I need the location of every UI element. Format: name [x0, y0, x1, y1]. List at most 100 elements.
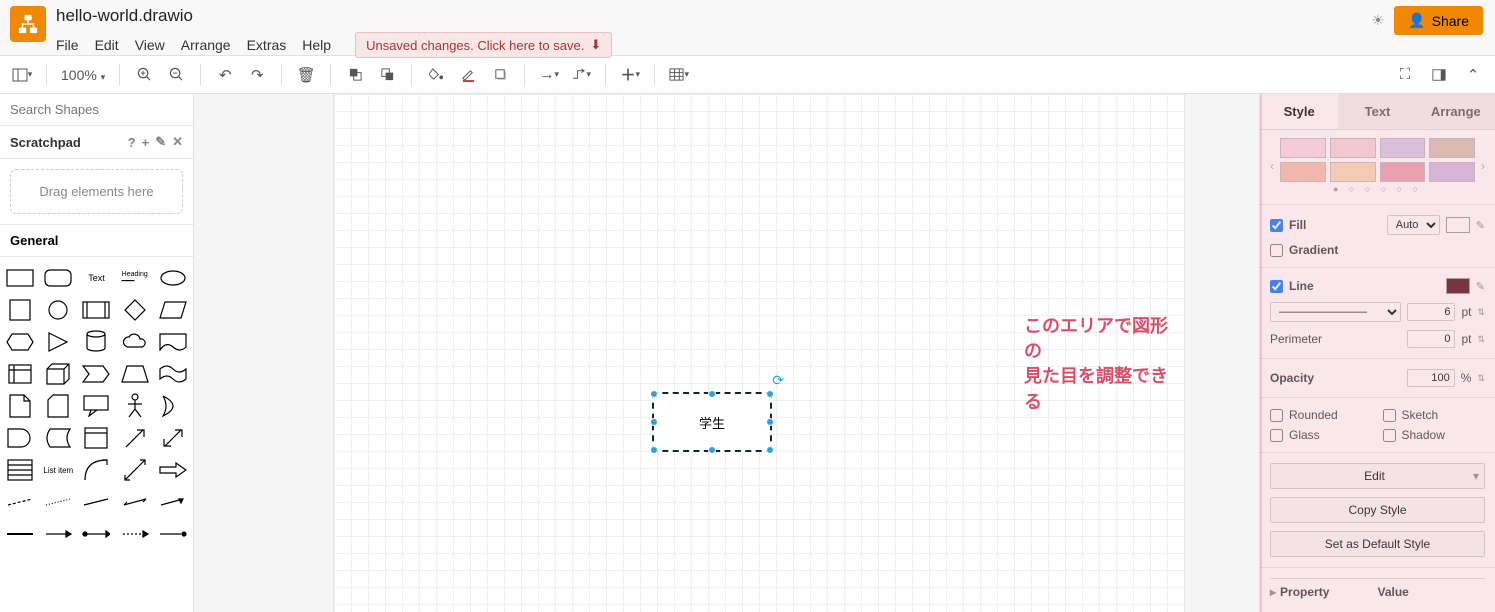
edit-style-button[interactable]: Edit ▾: [1270, 463, 1485, 489]
zoom-in-button[interactable]: [130, 61, 158, 89]
stepper-icon[interactable]: ⇅: [1477, 307, 1485, 318]
shape-connector-1[interactable]: [2, 519, 38, 549]
document-title[interactable]: hello-world.drawio: [56, 4, 1360, 28]
swatch-prev-icon[interactable]: ‹: [1270, 159, 1274, 173]
tab-style[interactable]: Style: [1260, 94, 1338, 129]
shape-list-item[interactable]: List item: [40, 455, 76, 485]
redo-button[interactable]: ↷: [243, 61, 271, 89]
zoom-level[interactable]: 100% ▾: [57, 67, 109, 83]
shape-diamond[interactable]: [117, 295, 153, 325]
selected-shape[interactable]: 学生 ⟳: [652, 392, 772, 452]
shape-parallelogram[interactable]: [155, 295, 191, 325]
shape-list[interactable]: [2, 455, 38, 485]
shape-text[interactable]: Text: [78, 263, 114, 293]
connection-button[interactable]: →▾: [535, 61, 563, 89]
line-edit-icon[interactable]: ✎: [1476, 280, 1485, 293]
menu-edit[interactable]: Edit: [95, 37, 119, 53]
shape-internal-storage[interactable]: [2, 359, 38, 389]
undo-button[interactable]: ↶: [211, 61, 239, 89]
swatch[interactable]: [1380, 162, 1426, 182]
shape-square[interactable]: [2, 295, 38, 325]
shape-line-dotted[interactable]: [40, 487, 76, 517]
view-mode-button[interactable]: ▾: [8, 61, 36, 89]
canvas[interactable]: 学生 ⟳ このエリアで図形の 見た目を調整できる: [194, 94, 1259, 612]
shadow-checkbox[interactable]: [1383, 429, 1396, 442]
stepper-icon[interactable]: ⇅: [1477, 334, 1485, 345]
table-button[interactable]: ▾: [665, 61, 693, 89]
scratchpad-add-icon[interactable]: +: [142, 135, 150, 150]
search-input[interactable]: [0, 94, 194, 125]
shape-circle[interactable]: [40, 295, 76, 325]
shape-triangle[interactable]: [40, 327, 76, 357]
line-color-box[interactable]: [1446, 278, 1470, 294]
fill-edit-icon[interactable]: ✎: [1476, 219, 1485, 232]
shape-connector-2[interactable]: [40, 519, 76, 549]
shape-rectangle[interactable]: [2, 263, 38, 293]
shape-data-storage[interactable]: [40, 423, 76, 453]
fullscreen-button[interactable]: ⛶: [1391, 61, 1419, 89]
scratchpad-close-icon[interactable]: ✕: [172, 134, 183, 150]
line-style-select[interactable]: ————————: [1270, 302, 1401, 322]
swatch[interactable]: [1280, 138, 1326, 158]
shape-or[interactable]: [155, 391, 191, 421]
swatch[interactable]: [1429, 162, 1475, 182]
waypoint-button[interactable]: ▾: [567, 61, 595, 89]
line-checkbox[interactable]: [1270, 280, 1283, 293]
shape-connector-4[interactable]: [117, 519, 153, 549]
fill-color-box[interactable]: [1446, 217, 1470, 233]
shadow-button[interactable]: [486, 61, 514, 89]
shape-connector-5[interactable]: [155, 519, 191, 549]
line-width-input[interactable]: [1407, 303, 1455, 321]
fill-checkbox[interactable]: [1270, 219, 1283, 232]
swatch[interactable]: [1330, 162, 1376, 182]
shape-heading[interactable]: Heading━━━: [117, 263, 153, 293]
to-front-button[interactable]: [341, 61, 369, 89]
shape-document[interactable]: [155, 327, 191, 357]
shape-line-arrow[interactable]: [155, 487, 191, 517]
gradient-checkbox[interactable]: [1270, 244, 1283, 257]
collapse-button[interactable]: ⌃: [1459, 61, 1487, 89]
shape-connector-3[interactable]: [78, 519, 114, 549]
to-back-button[interactable]: [373, 61, 401, 89]
swatch-next-icon[interactable]: ›: [1481, 159, 1485, 173]
unsaved-changes-button[interactable]: Unsaved changes. Click here to save. ⬇: [355, 32, 612, 58]
shape-thick-arrow[interactable]: [155, 455, 191, 485]
menu-arrange[interactable]: Arrange: [181, 37, 231, 53]
page[interactable]: 学生 ⟳ このエリアで図形の 見た目を調整できる: [334, 94, 1184, 612]
shape-process[interactable]: [78, 295, 114, 325]
fill-color-button[interactable]: [422, 61, 450, 89]
shape-line-plain[interactable]: [78, 487, 114, 517]
copy-style-button[interactable]: Copy Style: [1270, 497, 1485, 523]
menu-view[interactable]: View: [135, 37, 165, 53]
shape-actor[interactable]: [117, 391, 153, 421]
app-logo[interactable]: [10, 6, 46, 42]
stepper-icon[interactable]: ⇅: [1477, 373, 1485, 384]
sketch-checkbox[interactable]: [1383, 409, 1396, 422]
shape-tape[interactable]: [155, 359, 191, 389]
shape-ellipse[interactable]: [155, 263, 191, 293]
fill-mode-select[interactable]: Auto: [1387, 215, 1440, 235]
shape-hexagon[interactable]: [2, 327, 38, 357]
shape-line-bidir[interactable]: [117, 487, 153, 517]
shape-callout[interactable]: [78, 391, 114, 421]
shape-card[interactable]: [40, 391, 76, 421]
delete-button[interactable]: 🗑: [292, 61, 320, 89]
shape-container[interactable]: [78, 423, 114, 453]
share-button[interactable]: 👤 Share: [1394, 6, 1483, 35]
zoom-out-button[interactable]: [162, 61, 190, 89]
tab-text[interactable]: Text: [1338, 94, 1416, 129]
swatch-page-dots[interactable]: ● ○ ○ ○ ○ ○: [1280, 182, 1475, 194]
format-panel-toggle[interactable]: [1425, 61, 1453, 89]
theme-icon[interactable]: ☀: [1372, 12, 1385, 29]
set-default-style-button[interactable]: Set as Default Style: [1270, 531, 1485, 557]
rounded-checkbox[interactable]: [1270, 409, 1283, 422]
property-header[interactable]: ▸Property Value: [1270, 578, 1485, 599]
swatch[interactable]: [1429, 138, 1475, 158]
shape-curve[interactable]: [78, 455, 114, 485]
tab-arrange[interactable]: Arrange: [1417, 94, 1495, 129]
shape-bidir-curve[interactable]: [117, 455, 153, 485]
shape-arrow-ne[interactable]: [117, 423, 153, 453]
opacity-input[interactable]: [1407, 369, 1455, 387]
line-color-button[interactable]: [454, 61, 482, 89]
shape-cloud[interactable]: [117, 327, 153, 357]
